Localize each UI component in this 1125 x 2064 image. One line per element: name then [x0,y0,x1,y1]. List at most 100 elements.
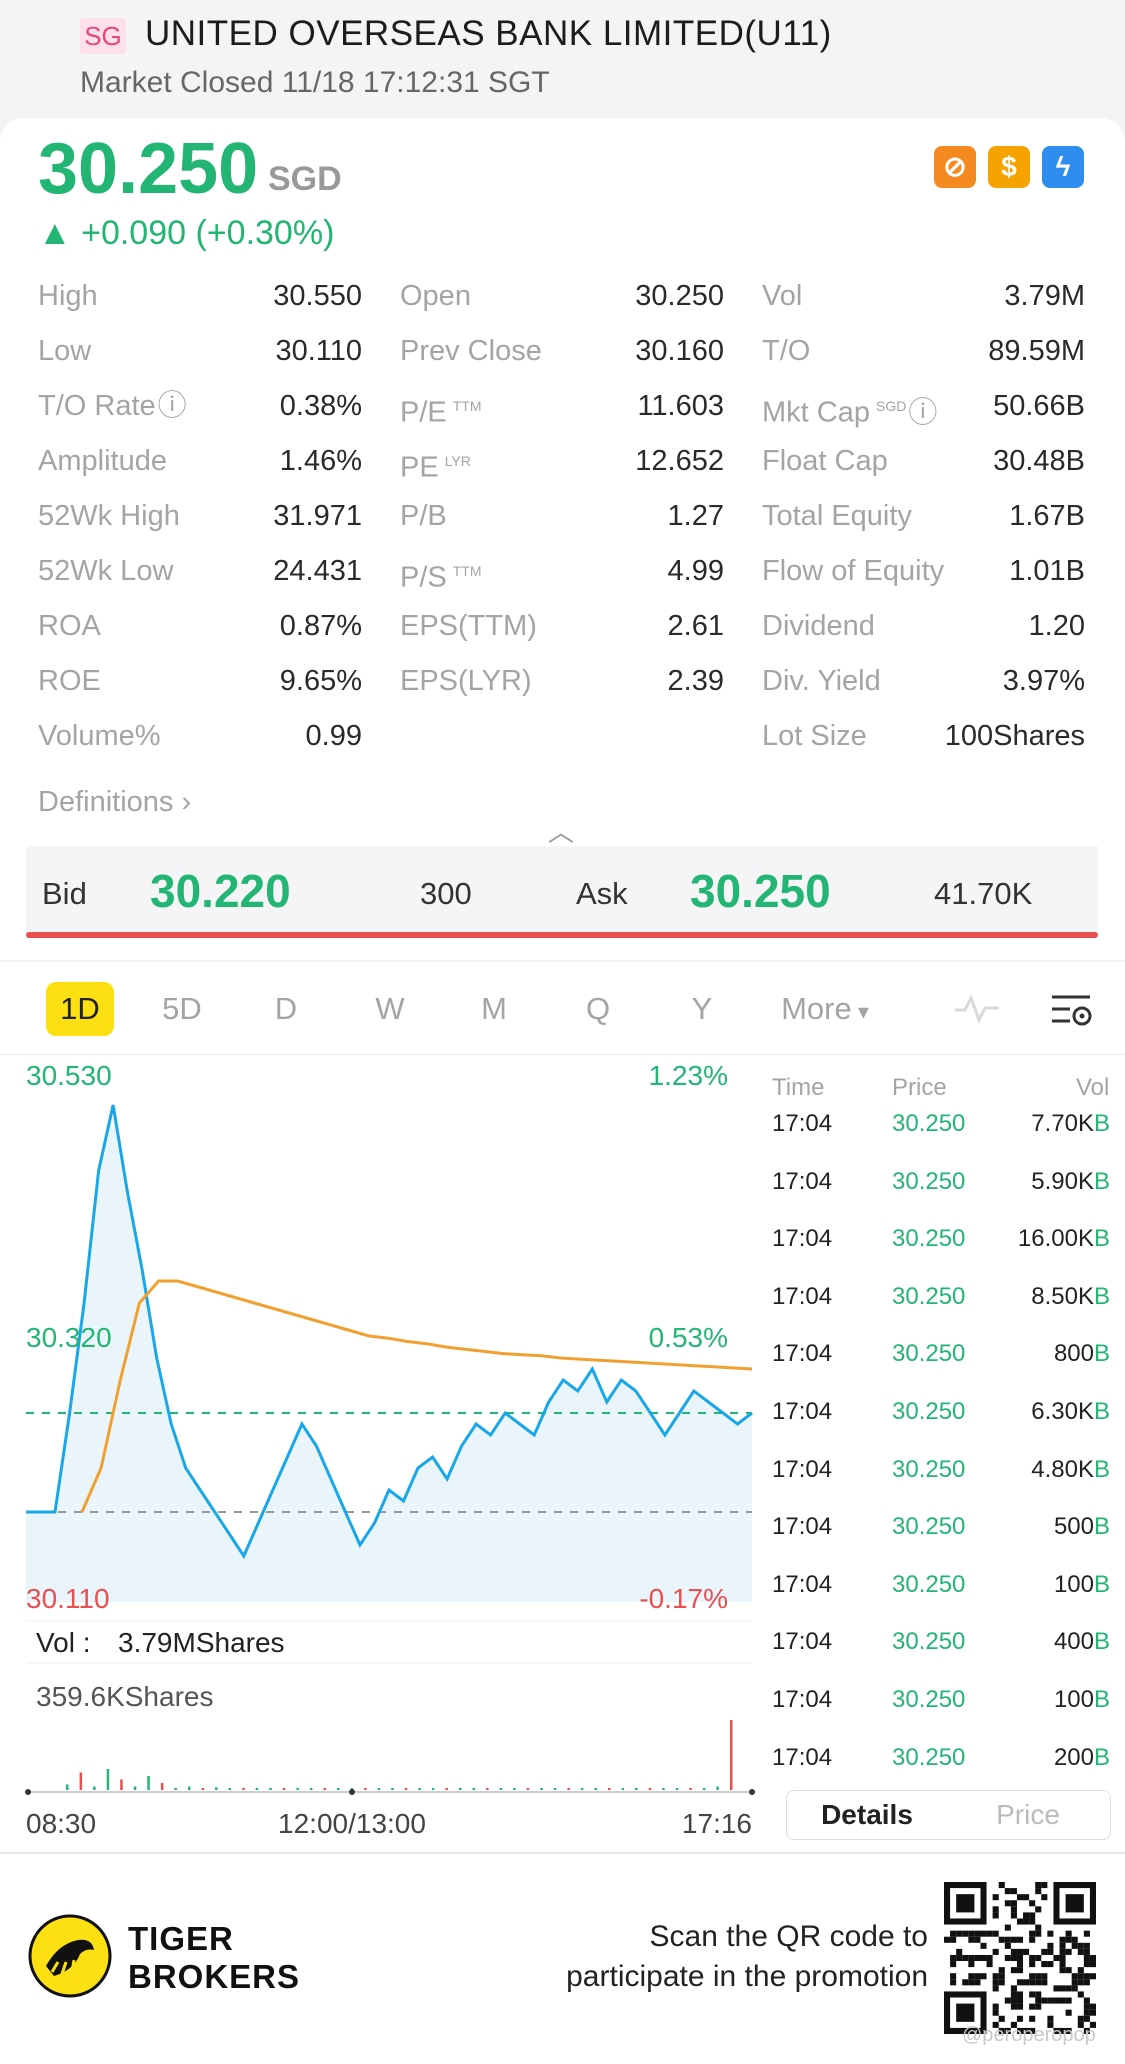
tab-y[interactable]: Y [668,982,736,1036]
qr-module [1059,1997,1066,2004]
volume-bar [635,1787,638,1790]
volume-bar [594,1788,597,1790]
indicator-icon[interactable] [955,994,999,1024]
volume-bar [445,1788,448,1790]
trade-side: B [1094,1570,1111,1598]
stat-value: 0.99 [305,720,362,752]
trade-price: 30.250 [892,1225,966,1253]
volume-bar [242,1787,245,1790]
trades-header-time: Time [772,1074,825,1101]
qr-module [1029,2015,1036,2022]
qr-module [998,1973,1005,1980]
definitions-link[interactable]: Definitions › [38,786,192,818]
qr-module [1035,2003,1042,2010]
qr-module [1010,1912,1017,1919]
dollar-icon[interactable]: $ [988,146,1030,188]
tab-label: 1D [60,991,100,1026]
qr-module [986,1961,993,1968]
trade-time: 17:04 [772,1340,833,1368]
stat-label: Flow of Equity [762,551,944,591]
tab-5d[interactable]: 5D [148,982,216,1036]
stat-value: 0.87% [279,610,362,642]
stat-label: P/S TTM [400,551,482,594]
avg-price-line [80,1279,753,1513]
stat-label: Dividend [762,606,875,646]
stat-value: 30.110 [275,335,362,367]
trade-price: 30.250 [892,1340,966,1368]
tab-label: Y [691,991,713,1026]
trade-time: 17:04 [772,1455,833,1483]
qr-module [1010,1948,1017,1955]
trade-price: 30.250 [892,1398,966,1425]
tab-d[interactable]: D [252,982,320,1036]
tab-more[interactable]: More ▾ [760,982,890,1036]
qr-module [1010,1888,1017,1895]
qr-module [992,2021,999,2028]
qr-module [1016,2027,1024,2034]
qr-module [1029,1991,1036,1998]
qr-module [1041,1948,1048,1955]
quote-card [0,118,1125,960]
volume-bar [486,1788,489,1790]
promo-text-line1: Scan the QR code to [649,1920,929,1953]
volume-bar [282,1788,286,1790]
trade-time: 17:04 [772,1110,833,1137]
trade-side: B [1094,1282,1111,1310]
lightning-icon[interactable]: ϟ [1042,146,1084,188]
qr-module [1016,2003,1024,2010]
qr-module [1053,1954,1060,1962]
tab-m[interactable]: M [460,982,528,1036]
qr-module [1004,1900,1011,1907]
info-icon[interactable]: ⓘ [157,390,187,422]
tab-w[interactable]: W [356,982,424,1036]
stat-label-text: ROA [38,610,101,642]
chevron-up-icon[interactable]: ︿ [548,817,575,847]
qr-module [1023,1894,1030,1901]
price-button[interactable]: Price [946,1790,1111,1840]
qr-module [998,1882,1005,1889]
trade-vol: 8.50K [1031,1282,1094,1310]
volume-bar [567,1788,570,1790]
stat-label-text: Flow of Equity [762,555,945,587]
volume-bar [364,1787,367,1790]
x-label-start: 08:30 [26,1808,96,1839]
trade-vol: 200 [1053,1743,1094,1771]
qr-module [992,1894,999,1901]
qr-module [1089,1954,1096,1962]
qr-module [1077,1979,1084,1986]
qr-module [950,1936,957,1943]
qr-module [1083,2009,1090,2016]
qr-module [992,1973,999,1980]
intraday-chart[interactable]: 30.530 30.320 30.110 1.23% 0.53% -0.17% Vol : 3… [0,1055,760,1845]
qr-module [986,1954,993,1962]
volume-bar [499,1788,503,1790]
qr-module [992,2003,999,2010]
tab-1d[interactable]: 1D [46,982,114,1036]
volume-bar [201,1788,204,1790]
qr-module [1035,1888,1042,1895]
tab-q[interactable]: Q [564,982,632,1036]
chart-settings-icon[interactable] [1050,992,1094,1028]
qr-module [998,2015,1005,2022]
volume-total: 3.79MShares [118,1627,285,1658]
market-badge: SG [80,18,126,54]
qr-module [1077,2015,1084,2022]
details-button[interactable]: Details [786,1790,948,1840]
stat-value: 30.250 [635,280,724,312]
trade-price: 30.250 [892,1282,966,1310]
info-icon[interactable]: ⓘ [908,396,938,429]
qr-module [1023,1918,1030,1925]
stat-label: Amplitude [38,441,167,481]
trade-time: 17:04 [772,1686,833,1713]
qr-module [998,1967,1005,1974]
promo-text-line2: participate in the promotion [566,1960,928,1993]
qr-module [1010,1900,1017,1907]
qr-module [1071,1973,1078,1980]
trade-vol: 100 [1053,1570,1094,1598]
volume-bar [228,1788,232,1790]
qr-module [1065,1894,1084,1913]
stat-label-text: Vol [762,280,803,312]
qr-module [968,1936,975,1943]
no-short-icon[interactable]: ⊘ [934,146,976,188]
stat-value: 1.01B [1009,555,1085,587]
